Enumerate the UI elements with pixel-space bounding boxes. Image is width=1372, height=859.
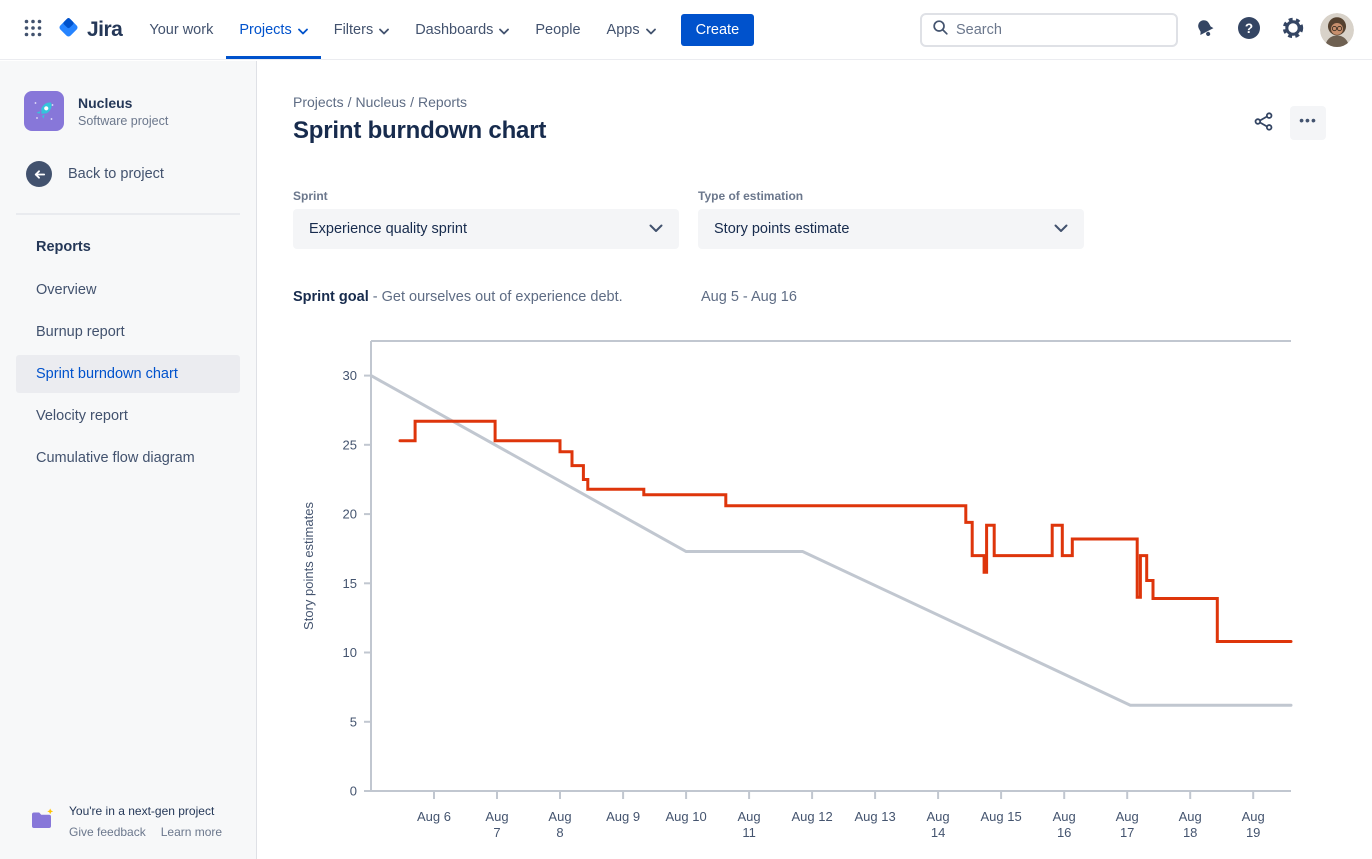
app-switcher-button[interactable] — [16, 13, 50, 47]
sprint-select-value: Experience quality sprint — [309, 221, 467, 237]
svg-text:25: 25 — [343, 437, 357, 452]
estimation-select-label: Type of estimation — [698, 189, 804, 203]
chevron-down-icon — [499, 23, 510, 39]
chevron-down-icon — [645, 23, 656, 39]
back-to-project-button[interactable]: Back to project — [26, 161, 164, 187]
breadcrumb-separator: / — [347, 94, 352, 110]
burndown-chart-svg: 0 5 10 15 20 25 30 Aug 6 Aug 7 Aug 8 Aug 9 Aug 10 Aug 1… — [301, 340, 1293, 840]
svg-text:?: ? — [1245, 21, 1253, 36]
project-type: Software project — [78, 113, 169, 128]
estimation-select[interactable]: Story points estimate — [698, 209, 1084, 249]
user-avatar[interactable] — [1320, 12, 1354, 47]
sprint-date-range: Aug 5 - Aug 16 — [701, 289, 797, 305]
search-icon — [932, 19, 949, 41]
nav-item-apps[interactable]: Apps — [594, 0, 669, 59]
sidebar-item-velocity-report[interactable]: Velocity report — [36, 408, 128, 424]
svg-text:Aug 15: Aug 15 — [980, 809, 1021, 824]
learn-more-link[interactable]: Learn more — [160, 825, 223, 839]
create-button[interactable]: Create — [680, 13, 755, 46]
breadcrumb-separator: / — [410, 94, 414, 110]
next-gen-note: You're in a next-gen project — [69, 804, 215, 818]
project-avatar-rocket-icon — [24, 91, 64, 131]
nav-item-dashboards[interactable]: Dashboards — [402, 0, 522, 59]
breadcrumb-nucleus[interactable]: Nucleus — [355, 94, 407, 110]
app-switcher-grid-icon — [24, 19, 42, 40]
gear-icon — [1281, 16, 1305, 43]
chevron-down-icon — [297, 23, 308, 39]
svg-text:15: 15 — [343, 576, 357, 591]
question-mark-icon: ? — [1237, 16, 1261, 43]
breadcrumb-reports[interactable]: Reports — [417, 94, 467, 110]
main-content: Projects / Nucleus / Reports Sprint burndown… — [258, 60, 1372, 859]
chevron-down-icon — [1054, 221, 1068, 237]
estimation-select-value: Story points estimate — [714, 221, 850, 237]
jira-logo-text: Jira — [87, 17, 123, 41]
project-name: Nucleus — [78, 94, 133, 111]
give-feedback-link[interactable]: Give feedback — [69, 825, 146, 839]
search-box[interactable] — [920, 12, 1178, 47]
svg-text:0: 0 — [350, 784, 357, 799]
breadcrumb: Projects / Nucleus / Reports — [293, 94, 546, 110]
sprint-select-label: Sprint — [293, 189, 328, 203]
nav-item-your-work[interactable]: Your work — [149, 21, 214, 38]
folder-icon — [30, 808, 55, 835]
burndown-chart: 0 5 10 15 20 25 30 Aug 6 Aug 7 Aug 8 Aug 9 Aug 10 Aug 1… — [293, 331, 1326, 859]
help-button[interactable]: ? — [1232, 13, 1266, 47]
sidebar-item-cumulative-flow-diagram[interactable]: Cumulative flow diagram — [36, 450, 195, 466]
chevron-down-icon — [649, 221, 663, 237]
chevron-down-icon — [379, 23, 390, 39]
svg-text:Aug 6: Aug 6 — [417, 809, 451, 824]
nav-item-people[interactable]: People — [535, 21, 581, 38]
svg-text:5: 5 — [350, 714, 357, 729]
sidebar-item-sprint-burndown-chart[interactable]: Sprint burndown chart — [16, 355, 240, 393]
notifications-button[interactable] — [1188, 13, 1222, 47]
share-button[interactable] — [1246, 106, 1280, 140]
settings-button[interactable] — [1276, 13, 1310, 47]
sidebar-item-overview[interactable]: Overview — [36, 282, 97, 298]
sprint-select[interactable]: Experience quality sprint — [293, 209, 679, 249]
svg-text:Aug 10: Aug 10 — [665, 809, 706, 824]
svg-text:30: 30 — [343, 368, 357, 383]
share-icon — [1253, 111, 1274, 135]
nav-item-projects[interactable]: Projects — [226, 0, 321, 59]
sidebar-section-title: Reports — [36, 239, 91, 255]
search-input[interactable] — [956, 21, 1166, 38]
sprint-goal-text: - Get ourselves out of experience debt. — [368, 289, 623, 305]
nav-item-filters[interactable]: Filters — [321, 0, 402, 59]
svg-text:Aug 13: Aug 13 — [854, 809, 895, 824]
more-options-button[interactable]: ••• — [1290, 106, 1326, 140]
svg-text:10: 10 — [343, 645, 357, 660]
project-sidebar: Nucleus Software project Back to project… — [0, 61, 257, 859]
page-title: Sprint burndown chart — [293, 117, 547, 144]
sprint-goal-label: Sprint goal — [293, 289, 369, 305]
jira-logo[interactable]: Jira — [56, 15, 123, 45]
sidebar-divider — [16, 213, 240, 215]
sprint-goal-row: Sprint goal - Get ourselves out of exper… — [293, 289, 1326, 306]
bell-icon — [1194, 17, 1216, 42]
arrow-left-icon — [26, 161, 52, 187]
sidebar-item-burnup-report[interactable]: Burnup report — [36, 324, 125, 340]
svg-text:20: 20 — [343, 507, 357, 522]
svg-text:Story points estimates: Story points estimates — [301, 502, 316, 630]
svg-text:Aug 9: Aug 9 — [606, 809, 640, 824]
svg-text:Aug 12: Aug 12 — [791, 809, 832, 824]
top-navigation: Jira Your work Projects Filters Dashboar… — [0, 0, 1372, 60]
breadcrumb-projects[interactable]: Projects — [293, 94, 344, 110]
jira-logo-icon — [56, 15, 81, 45]
